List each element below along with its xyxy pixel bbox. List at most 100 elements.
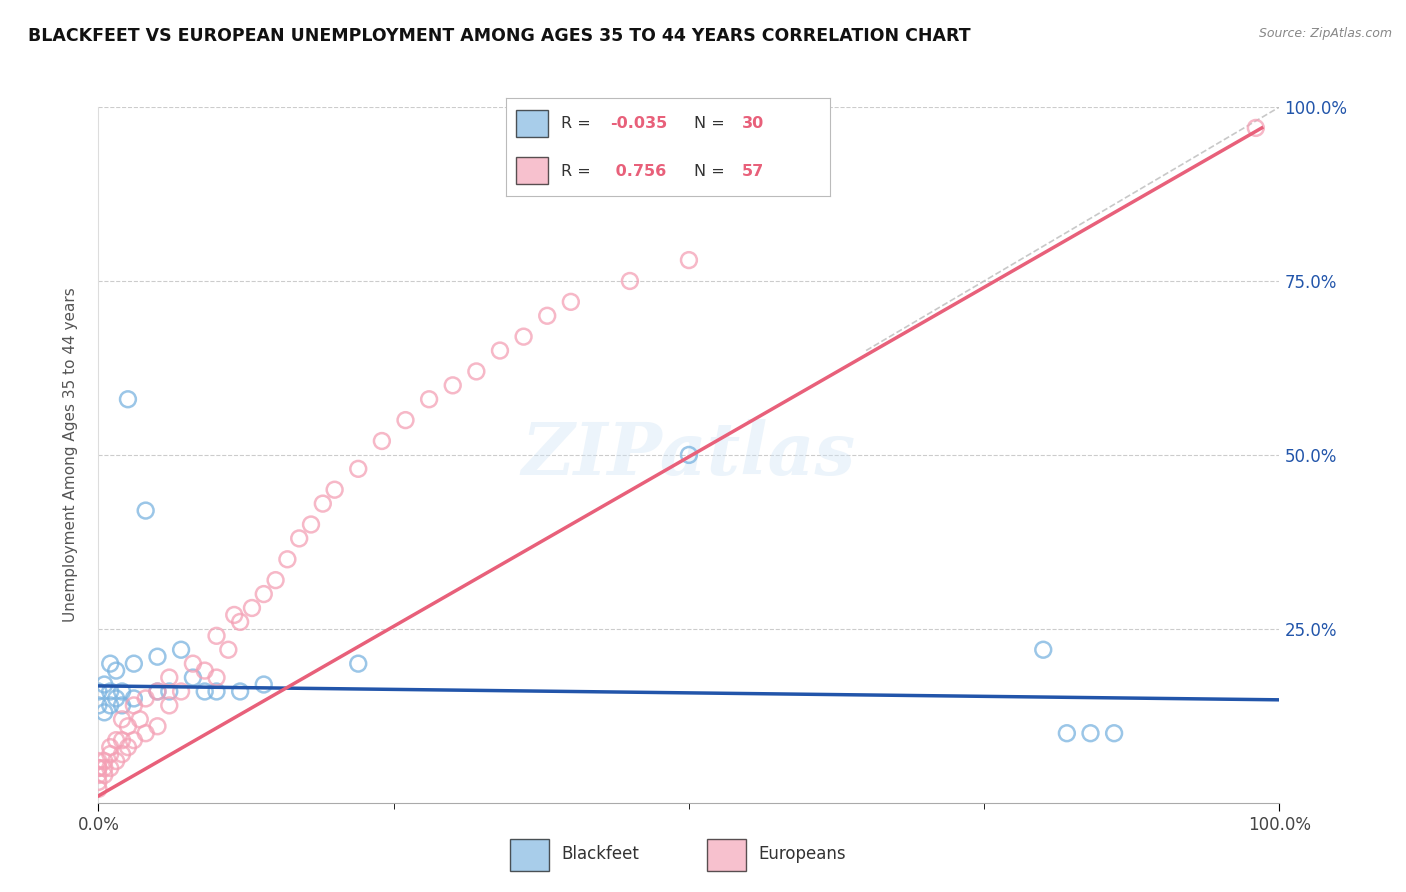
Point <box>93 768 115 782</box>
Point <box>87 781 110 796</box>
Text: N =: N = <box>693 116 730 130</box>
Point <box>146 649 169 664</box>
Point <box>157 671 180 685</box>
Point <box>170 684 193 698</box>
Point <box>93 754 115 768</box>
Point <box>87 684 110 698</box>
Point <box>194 664 217 678</box>
Point <box>678 448 700 462</box>
Point <box>347 462 370 476</box>
Point <box>87 698 110 713</box>
Text: R =: R = <box>561 164 596 178</box>
Point <box>536 309 558 323</box>
Point <box>217 642 239 657</box>
Point <box>117 392 139 407</box>
Point <box>441 378 464 392</box>
Point <box>347 657 370 671</box>
Text: Source: ZipAtlas.com: Source: ZipAtlas.com <box>1258 27 1392 40</box>
Point <box>229 615 252 629</box>
Point <box>87 761 110 775</box>
Point <box>678 253 700 268</box>
Point <box>170 642 193 657</box>
Point <box>253 587 276 601</box>
Point <box>224 607 246 622</box>
Point <box>299 517 322 532</box>
Text: R =: R = <box>561 116 596 130</box>
Point <box>276 552 298 566</box>
Point <box>117 719 139 733</box>
Point <box>87 768 110 782</box>
Text: Europeans: Europeans <box>758 845 846 863</box>
Text: 0.756: 0.756 <box>610 164 666 178</box>
Point <box>1102 726 1125 740</box>
Point <box>98 684 121 698</box>
FancyBboxPatch shape <box>516 110 548 137</box>
Point <box>117 740 139 755</box>
Point <box>93 706 115 720</box>
Point <box>312 497 335 511</box>
Text: Blackfeet: Blackfeet <box>561 845 640 863</box>
Point <box>98 747 121 761</box>
Point <box>394 413 416 427</box>
Point <box>465 364 488 378</box>
Point <box>253 677 276 691</box>
Point <box>157 684 180 698</box>
Point <box>1244 120 1267 135</box>
Point <box>418 392 440 407</box>
Point <box>122 698 145 713</box>
Point <box>111 698 134 713</box>
Point <box>87 761 110 775</box>
Point <box>98 761 121 775</box>
Point <box>122 733 145 747</box>
Point <box>205 671 228 685</box>
Point <box>105 691 128 706</box>
Point <box>87 754 110 768</box>
Point <box>128 712 150 726</box>
Point <box>1080 726 1102 740</box>
Point <box>146 684 169 698</box>
Point <box>157 698 180 713</box>
Point <box>135 726 157 740</box>
Point <box>205 629 228 643</box>
Point <box>105 664 128 678</box>
Point <box>93 677 115 691</box>
Point <box>560 294 582 309</box>
Y-axis label: Unemployment Among Ages 35 to 44 years: Unemployment Among Ages 35 to 44 years <box>63 287 77 623</box>
Point <box>229 684 252 698</box>
Point <box>135 691 157 706</box>
Text: BLACKFEET VS EUROPEAN UNEMPLOYMENT AMONG AGES 35 TO 44 YEARS CORRELATION CHART: BLACKFEET VS EUROPEAN UNEMPLOYMENT AMONG… <box>28 27 970 45</box>
Point <box>194 684 217 698</box>
Point <box>135 503 157 517</box>
Point <box>111 684 134 698</box>
Point <box>288 532 311 546</box>
Point <box>181 671 204 685</box>
Point <box>619 274 641 288</box>
Point <box>93 761 115 775</box>
Text: 30: 30 <box>742 116 765 130</box>
Point <box>489 343 512 358</box>
Point <box>122 691 145 706</box>
Point <box>1056 726 1078 740</box>
Point <box>111 733 134 747</box>
FancyBboxPatch shape <box>707 839 747 871</box>
Point <box>323 483 346 497</box>
Point <box>512 329 534 343</box>
Text: 57: 57 <box>742 164 765 178</box>
Point <box>205 684 228 698</box>
Point <box>181 657 204 671</box>
Point <box>98 740 121 755</box>
Text: N =: N = <box>693 164 730 178</box>
Point <box>87 775 110 789</box>
Point <box>98 698 121 713</box>
Point <box>371 434 394 448</box>
Text: ZIPatlas: ZIPatlas <box>522 419 856 491</box>
Point <box>111 747 134 761</box>
Point <box>105 754 128 768</box>
FancyBboxPatch shape <box>510 839 550 871</box>
Point <box>111 712 134 726</box>
Point <box>1032 642 1054 657</box>
Point <box>122 657 145 671</box>
Point <box>146 684 169 698</box>
Point <box>264 573 287 587</box>
FancyBboxPatch shape <box>516 157 548 185</box>
